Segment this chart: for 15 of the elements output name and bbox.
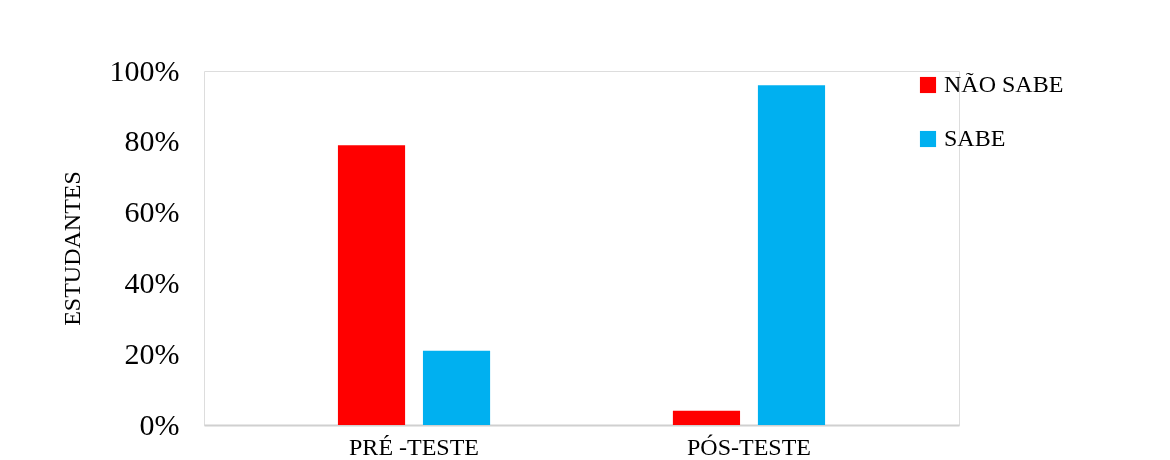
y-tick-label: 0% [139, 407, 180, 441]
bar [422, 350, 491, 425]
legend-label: NÃO SABE [944, 71, 1064, 97]
x-tick-label: PRÉ -TESTE [349, 433, 480, 460]
y-tick-label: 100% [109, 53, 180, 87]
bar [337, 145, 406, 425]
bar [757, 85, 826, 425]
bar [672, 410, 741, 425]
x-tick-label: PÓS-TESTE [686, 433, 811, 460]
y-tick-label: 20% [124, 336, 180, 370]
y-tick-label: 80% [124, 124, 180, 158]
legend-label: SABE [944, 125, 1006, 151]
y-axis-title: ESTUDANTES [58, 171, 85, 326]
y-tick-label: 40% [124, 265, 180, 299]
y-tick-label: 60% [124, 195, 180, 229]
